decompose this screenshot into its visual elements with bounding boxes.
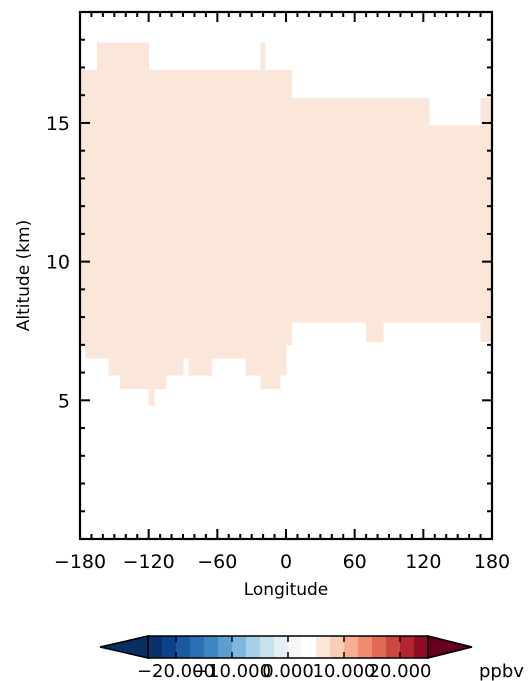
field-cell — [260, 42, 266, 390]
x-tick-label: −120 — [123, 551, 175, 573]
colorbar-segment — [260, 636, 275, 658]
colorbar-segment — [414, 636, 429, 658]
field-cell — [265, 70, 270, 390]
x-tick-label: 120 — [405, 551, 441, 573]
colorbar-over-arrow — [427, 635, 473, 659]
colorbar-segment — [246, 636, 261, 658]
colorbar-segment — [274, 636, 289, 658]
colorbar-segment — [330, 636, 345, 658]
y-tick-label: 5 — [58, 390, 70, 412]
field-layer — [79, 42, 493, 406]
field-cell — [325, 97, 338, 323]
x-axis-label: Longitude — [244, 580, 329, 600]
field-cell — [199, 70, 212, 376]
colorbar-tick-label: 0.000 — [262, 661, 314, 681]
colorbar-tick-label: 20.000 — [369, 661, 432, 681]
colorbar-segment — [344, 636, 359, 658]
field-cell — [417, 97, 430, 323]
field-cell — [348, 97, 361, 323]
field-cell — [96, 42, 109, 359]
field-cell — [268, 70, 281, 390]
field-cell — [142, 42, 149, 390]
field-cell — [337, 97, 350, 323]
field-cell — [279, 70, 287, 376]
colorbar-segment — [176, 636, 191, 658]
colorbar-segment — [372, 636, 387, 658]
colorbar-under-arrow — [99, 635, 149, 659]
colorbar-tick-label: −20.000 — [137, 661, 215, 681]
field-cell — [222, 70, 235, 359]
colorbar-segment — [232, 636, 247, 658]
colorbar-segment — [386, 636, 401, 658]
x-tick-label: 60 — [343, 551, 367, 573]
colorbar-unit-label: ppbv — [479, 661, 524, 681]
field-cell — [463, 125, 476, 323]
field-cell — [234, 70, 247, 359]
field-cell — [365, 97, 384, 343]
field-cell — [148, 70, 155, 406]
colorbar-segment — [190, 636, 205, 658]
field-cell — [165, 70, 178, 376]
field-cell — [360, 97, 367, 323]
field-cell — [154, 70, 167, 390]
field-cell — [382, 97, 396, 323]
y-tick-label: 15 — [46, 113, 70, 135]
colorbar-segment — [358, 636, 373, 658]
field-cell — [211, 70, 224, 359]
colorbar-segment — [400, 636, 415, 658]
field-cell — [451, 125, 464, 323]
field-cell — [474, 125, 481, 323]
field-cell — [480, 97, 493, 343]
x-tick-label: −60 — [197, 551, 237, 573]
colorbar-segment — [204, 636, 219, 658]
field-cell — [440, 125, 453, 323]
x-tick-label: 0 — [280, 551, 292, 573]
field-cell — [285, 70, 293, 345]
axes-layer: −180 −120 −60 0 60 120 180 5 10 15 — [46, 10, 510, 573]
colorbar-tick-label: 10.000 — [313, 661, 376, 681]
field-cell — [108, 42, 121, 376]
colorbar-segment — [288, 636, 303, 658]
colorbar-segment — [218, 636, 233, 658]
field-cell — [257, 70, 262, 376]
y-axis-label: Altitude (km) — [14, 220, 34, 332]
field-cell — [428, 125, 441, 323]
colorbar-segment — [302, 636, 317, 658]
field-cell — [176, 70, 184, 376]
field-cell — [131, 42, 144, 390]
field-cell — [188, 70, 201, 376]
field-cell — [302, 97, 315, 323]
field-cell — [394, 97, 407, 323]
colorbar-segment — [148, 636, 163, 658]
field-cell — [245, 70, 258, 376]
colorbar-segment — [162, 636, 177, 658]
field-cell — [182, 70, 190, 359]
field-cell — [85, 70, 98, 359]
colorbar-segment — [316, 636, 331, 658]
field-cell — [405, 97, 418, 323]
field-cell — [314, 97, 327, 323]
field-cell — [79, 70, 87, 345]
colorbar-tick-label: −10.000 — [193, 661, 271, 681]
field-cell — [291, 97, 304, 323]
field-cell — [119, 42, 132, 390]
x-tick-label: 180 — [474, 551, 510, 573]
y-tick-label: 10 — [46, 252, 70, 274]
x-tick-label: −180 — [54, 551, 106, 573]
